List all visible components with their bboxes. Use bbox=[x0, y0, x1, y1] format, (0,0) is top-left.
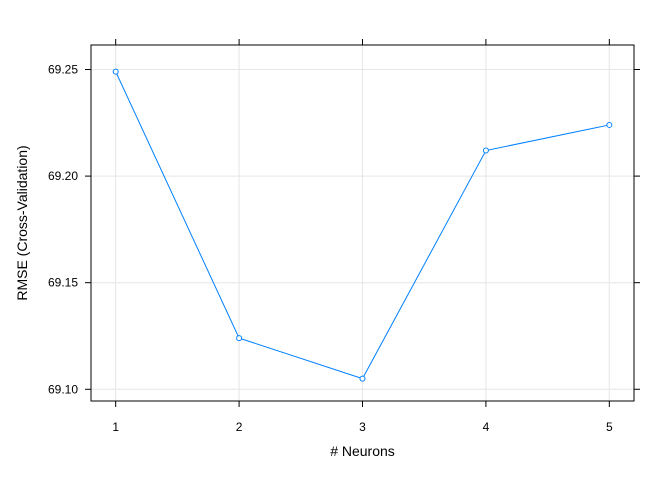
grid bbox=[91, 45, 634, 401]
x-tick-label: 5 bbox=[606, 420, 613, 434]
axis-ticks bbox=[85, 39, 640, 407]
data-point bbox=[482, 147, 489, 154]
x-tick-label: 3 bbox=[359, 420, 366, 434]
plot-frame bbox=[90, 44, 635, 402]
tick-labels: 1 2 3 4 5 69.10 69.15 69.20 69.25 bbox=[48, 63, 613, 434]
x-axis-title: # Neurons bbox=[330, 443, 395, 459]
data-point bbox=[606, 121, 613, 128]
y-tick-label: 69.25 bbox=[48, 63, 78, 77]
y-tick-label: 69.10 bbox=[48, 382, 78, 396]
y-tick-label: 69.20 bbox=[48, 169, 78, 183]
x-tick-label: 2 bbox=[236, 420, 243, 434]
data-point bbox=[359, 375, 366, 382]
data-point bbox=[236, 335, 243, 342]
data-points bbox=[112, 68, 613, 382]
x-tick-label: 4 bbox=[483, 420, 490, 434]
x-tick-label: 1 bbox=[112, 420, 119, 434]
y-tick-label: 69.15 bbox=[48, 276, 78, 290]
y-axis-title: RMSE (Cross-Validation) bbox=[14, 145, 30, 300]
data-point bbox=[112, 68, 119, 75]
